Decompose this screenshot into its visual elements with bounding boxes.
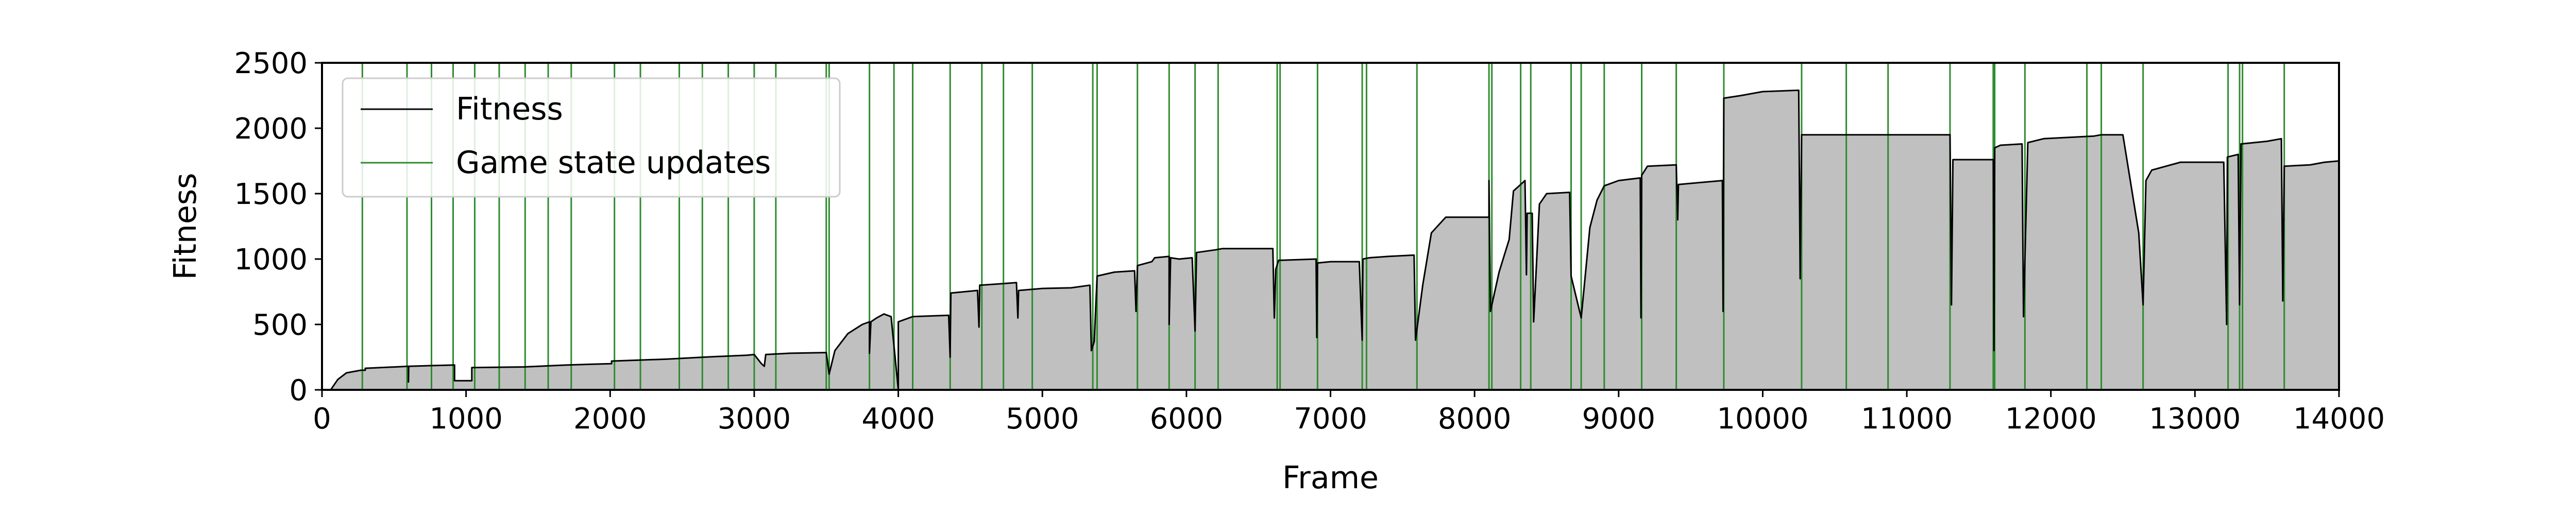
x-tick-label: 13000 <box>2149 402 2241 436</box>
y-tick-label: 1000 <box>234 243 308 277</box>
x-tick-label: 4000 <box>861 402 935 436</box>
y-tick-label: 2500 <box>234 47 308 80</box>
x-tick-label: 8000 <box>1438 402 1512 436</box>
legend-label-fitness: Fitness <box>456 91 563 127</box>
y-tick-label: 500 <box>252 308 308 342</box>
y-tick-label: 0 <box>289 374 308 407</box>
legend-label-game-state-updates: Game state updates <box>456 145 771 181</box>
x-tick-label: 11000 <box>1861 402 1953 436</box>
x-tick-label: 12000 <box>2005 402 2097 436</box>
legend-box <box>342 77 841 198</box>
legend: Fitness Game state updates <box>342 77 841 198</box>
x-tick-label: 1000 <box>429 402 503 436</box>
y-axis-ticks: 0 500 1000 1500 2000 2500 <box>234 47 322 407</box>
x-tick-label: 7000 <box>1294 402 1367 436</box>
x-tick-label: 6000 <box>1150 402 1224 436</box>
x-tick-label: 9000 <box>1582 402 1656 436</box>
plot-area <box>322 63 2340 391</box>
y-tick-label: 2000 <box>234 112 308 146</box>
x-tick-label: 14000 <box>2293 402 2385 436</box>
x-tick-label: 5000 <box>1006 402 1079 436</box>
fitness-fill-area <box>322 90 2339 390</box>
x-tick-label: 2000 <box>573 402 647 436</box>
fitness-line <box>322 89 2340 391</box>
x-tick-label: 10000 <box>1717 402 1808 436</box>
y-tick-label: 1500 <box>234 178 308 211</box>
x-tick-label: 0 <box>313 402 331 436</box>
y-axis-title: Fitness <box>167 173 204 280</box>
x-axis-ticks: 0 1000 2000 3000 4000 5000 6000 7000 8000 9000 100… <box>313 390 2385 436</box>
x-axis-title: Frame <box>1282 460 1379 496</box>
x-tick-label: 3000 <box>718 402 791 436</box>
